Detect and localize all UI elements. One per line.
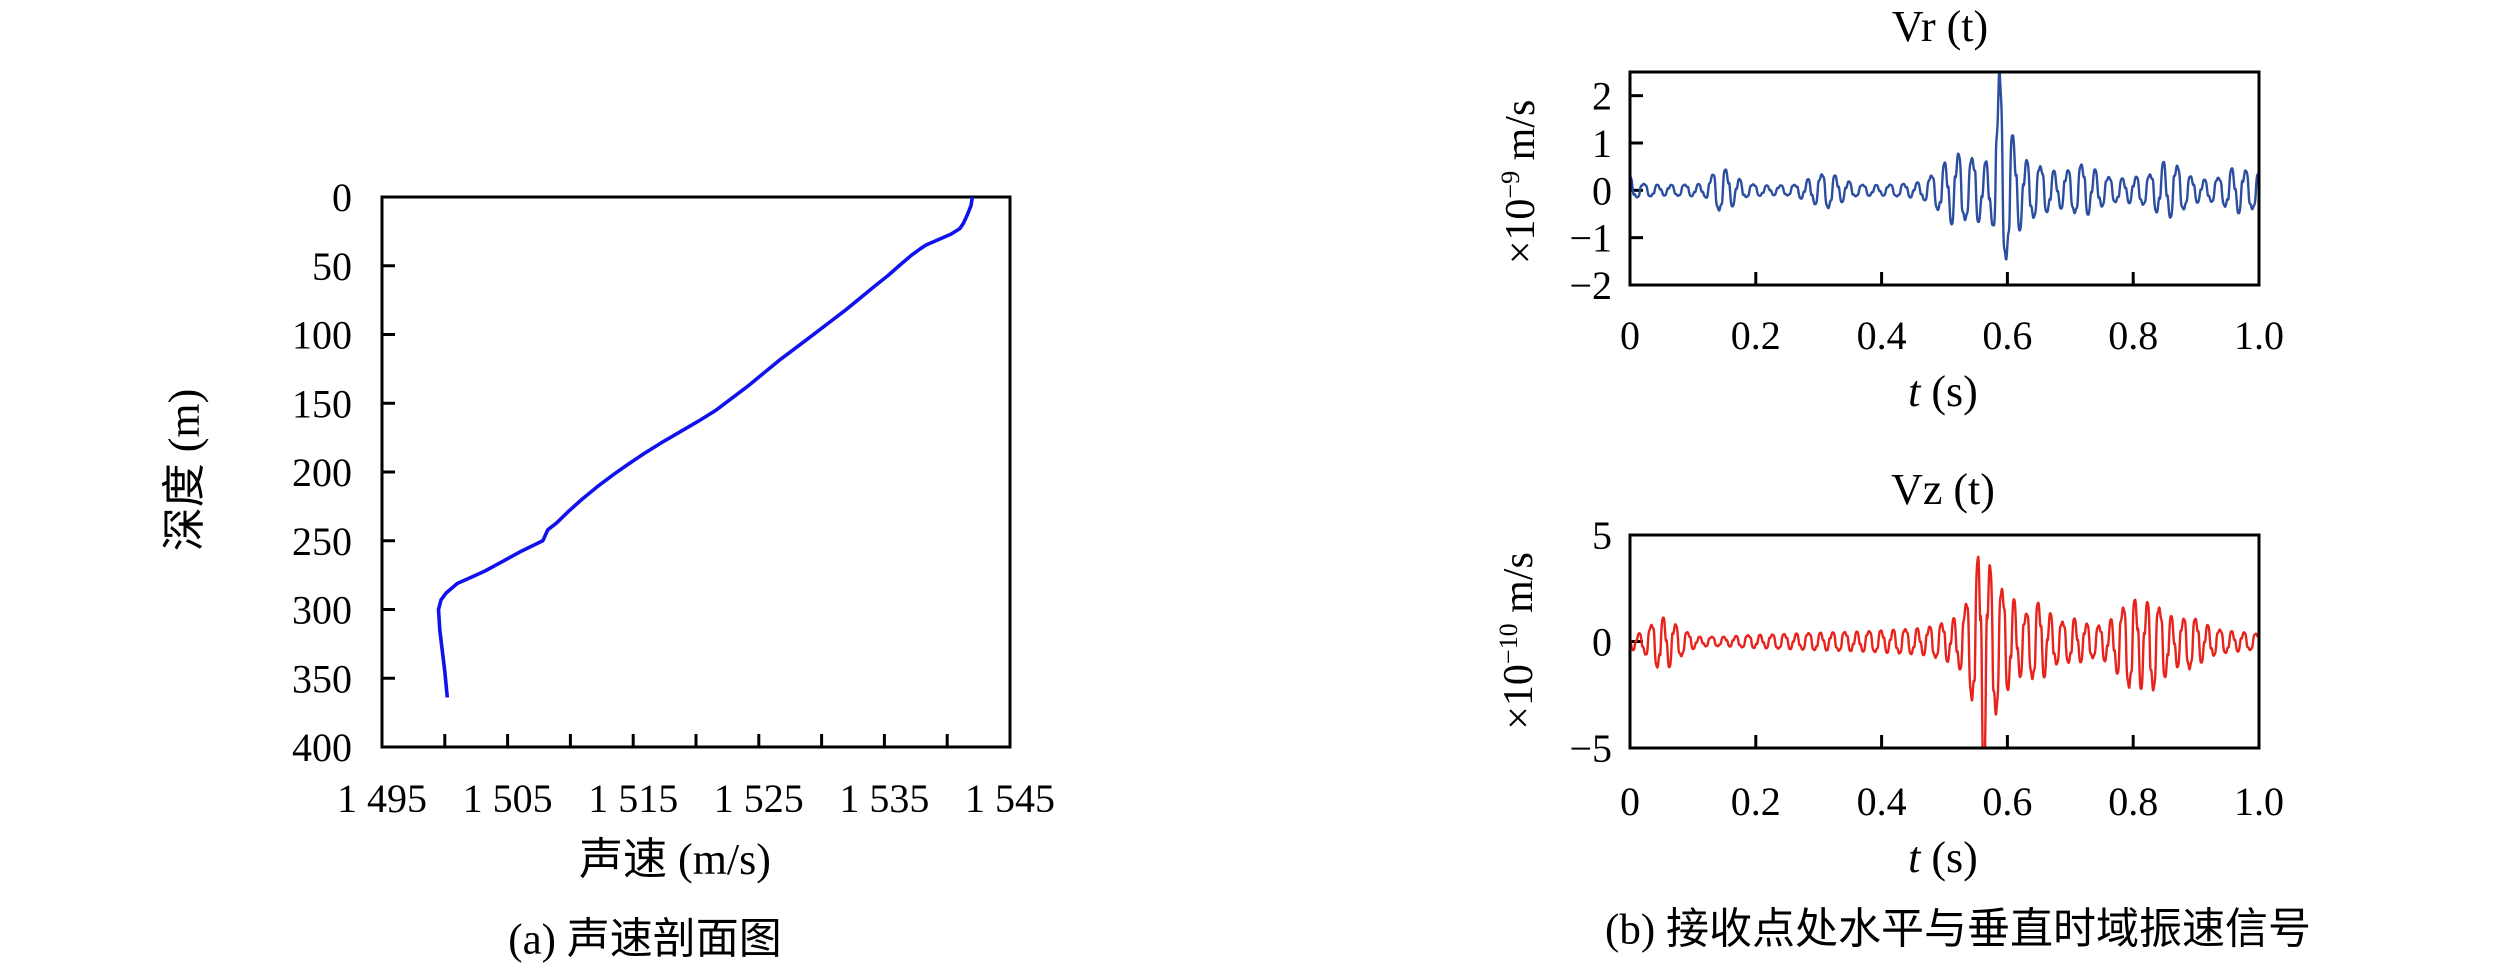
vz-xlabel-variable: t bbox=[1908, 833, 1921, 882]
vz-x-axis-label: t (s) bbox=[1908, 836, 1978, 880]
vr-y-axis-label: ×10−9 m/s bbox=[1496, 99, 1544, 265]
vr-ylabel-prefix: ×10 bbox=[1498, 198, 1544, 265]
svg-text:1 545: 1 545 bbox=[965, 776, 1055, 821]
svg-text:0.2: 0.2 bbox=[1731, 313, 1781, 358]
vz-y-axis-label: ×10−10 m/s bbox=[1494, 552, 1542, 730]
vr-x-axis-label: t (s) bbox=[1908, 370, 1978, 414]
svg-text:0.6: 0.6 bbox=[1982, 313, 2032, 358]
svg-text:1.0: 1.0 bbox=[2234, 313, 2284, 358]
svg-text:350: 350 bbox=[292, 656, 352, 701]
svg-text:0.8: 0.8 bbox=[2108, 779, 2158, 824]
svg-text:0.2: 0.2 bbox=[1731, 779, 1781, 824]
vr-chart-title: Vr (t) bbox=[1891, 2, 1989, 51]
svg-text:5: 5 bbox=[1592, 513, 1612, 558]
svg-text:0: 0 bbox=[1620, 313, 1640, 358]
svg-text:1: 1 bbox=[1592, 121, 1612, 166]
svg-text:1 495: 1 495 bbox=[337, 776, 427, 821]
panel-a-y-axis-label: 深度 (m) bbox=[160, 388, 209, 552]
vr-ylabel-unit: m/s bbox=[1498, 99, 1544, 171]
vz-ylabel-unit: m/s bbox=[1496, 552, 1542, 624]
svg-text:−2: −2 bbox=[1569, 263, 1612, 308]
svg-text:0: 0 bbox=[1592, 168, 1612, 213]
svg-text:1 525: 1 525 bbox=[714, 776, 804, 821]
svg-text:1.0: 1.0 bbox=[2234, 779, 2284, 824]
svg-text:−5: −5 bbox=[1569, 726, 1612, 771]
vz-chart-title: Vz (t) bbox=[1891, 465, 1995, 514]
vz-ylabel-prefix: ×10 bbox=[1496, 664, 1542, 730]
vz-xlabel-unit: (s) bbox=[1920, 833, 1978, 882]
svg-text:0: 0 bbox=[332, 175, 352, 220]
panel-b-caption: (b) 接收点处水平与垂直时域振速信号 bbox=[1605, 906, 2311, 954]
svg-text:100: 100 bbox=[292, 313, 352, 358]
panel-a-x-axis-label: 声速 (m/s) bbox=[579, 835, 771, 884]
svg-text:1 505: 1 505 bbox=[463, 776, 553, 821]
svg-text:0.4: 0.4 bbox=[1857, 779, 1907, 824]
svg-text:50: 50 bbox=[312, 244, 352, 289]
svg-text:200: 200 bbox=[292, 450, 352, 495]
svg-text:0: 0 bbox=[1620, 779, 1640, 824]
svg-text:2: 2 bbox=[1592, 74, 1612, 119]
svg-text:0.4: 0.4 bbox=[1857, 313, 1907, 358]
svg-text:−1: −1 bbox=[1569, 216, 1612, 261]
svg-text:0.6: 0.6 bbox=[1982, 779, 2032, 824]
svg-text:300: 300 bbox=[292, 588, 352, 633]
svg-text:400: 400 bbox=[292, 725, 352, 770]
vr-ylabel-exponent: −9 bbox=[1496, 170, 1525, 199]
svg-text:0.8: 0.8 bbox=[2108, 313, 2158, 358]
vz-ylabel-exponent: −10 bbox=[1494, 623, 1523, 665]
svg-text:150: 150 bbox=[292, 381, 352, 426]
vr-xlabel-variable: t bbox=[1908, 367, 1921, 416]
svg-text:250: 250 bbox=[292, 519, 352, 564]
vr-xlabel-unit: (s) bbox=[1920, 367, 1978, 416]
svg-text:1 515: 1 515 bbox=[588, 776, 678, 821]
svg-text:0: 0 bbox=[1592, 620, 1612, 665]
svg-text:1 535: 1 535 bbox=[839, 776, 929, 821]
panel-a-caption: (a) 声速剖面图 bbox=[508, 916, 782, 964]
